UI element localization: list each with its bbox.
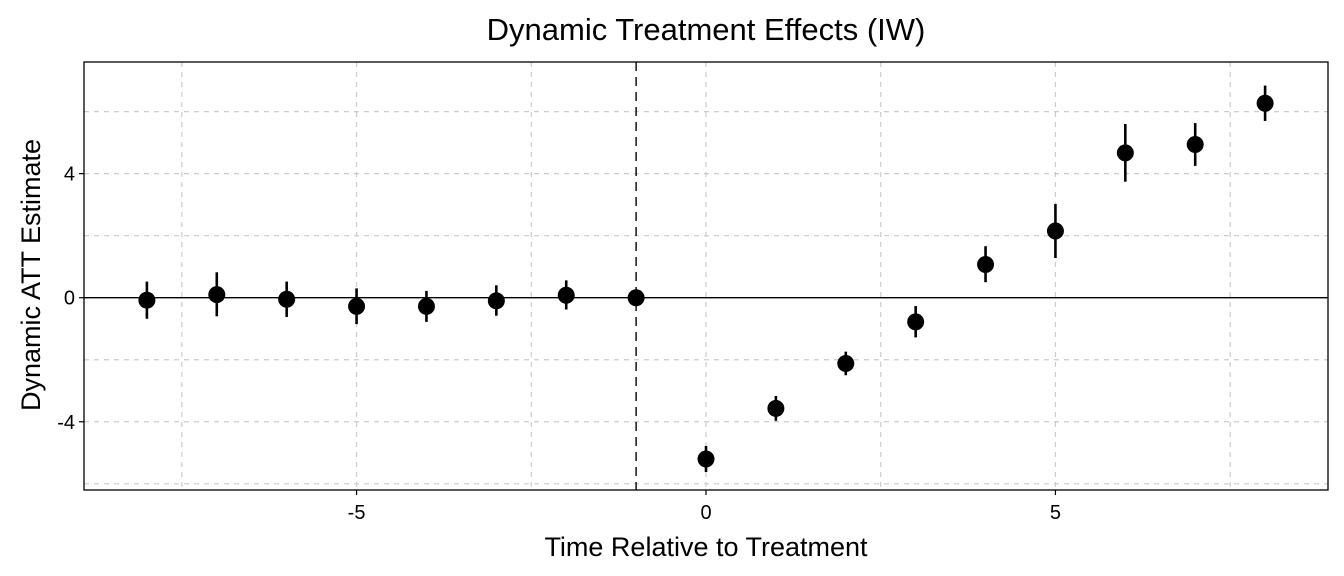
y-tick-label: 4 xyxy=(64,164,75,186)
data-point xyxy=(1046,222,1064,240)
data-point xyxy=(1116,144,1134,162)
data-point xyxy=(627,289,645,307)
y-axis-label: Dynamic ATT Estimate xyxy=(16,139,46,411)
data-point xyxy=(767,399,785,417)
x-tick-label: -5 xyxy=(348,502,366,524)
grid-layer xyxy=(84,62,1328,490)
data-point xyxy=(837,354,855,372)
data-point xyxy=(977,256,995,274)
data-point xyxy=(697,450,715,468)
y-tick-label: 0 xyxy=(64,288,75,310)
data-point xyxy=(487,292,505,310)
x-tick-label: 0 xyxy=(700,502,711,524)
data-point xyxy=(907,313,925,331)
data-point xyxy=(278,290,296,308)
data-point xyxy=(1256,94,1274,112)
data-point xyxy=(1186,135,1204,153)
x-axis-label: Time Relative to Treatment xyxy=(544,532,868,562)
y-tick-label: -4 xyxy=(57,412,75,434)
data-point xyxy=(138,291,156,309)
chart-title: Dynamic Treatment Effects (IW) xyxy=(487,12,926,47)
data-point xyxy=(557,286,575,304)
data-point xyxy=(348,297,366,315)
x-tick-label: 5 xyxy=(1050,502,1061,524)
data-point xyxy=(417,297,435,315)
data-layer xyxy=(138,85,1274,473)
data-point xyxy=(208,286,226,304)
tick-layer: -5 0 5 -4 0 4 xyxy=(57,164,1061,524)
